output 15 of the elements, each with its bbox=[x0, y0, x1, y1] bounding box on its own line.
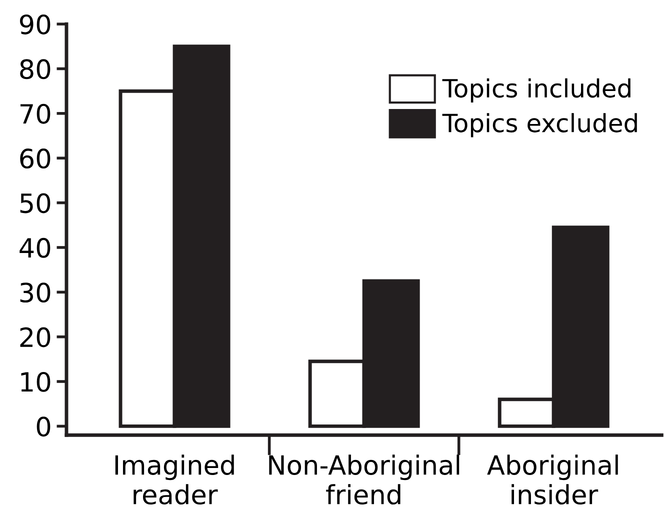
y-tick-label: 20 bbox=[20, 327, 50, 348]
x-tick-label: Aboriginal insider bbox=[487, 454, 618, 505]
y-tick-label: 90 bbox=[20, 14, 50, 34]
x-tick-label: Non-Aboriginal friend bbox=[269, 454, 460, 505]
y-tick-label: 60 bbox=[20, 148, 50, 169]
legend-label: Topics excluded bbox=[442, 113, 637, 138]
y-tick-label: 0 bbox=[36, 416, 50, 437]
x-tick-label: Imagined reader bbox=[115, 454, 234, 505]
y-tick-label: 50 bbox=[20, 193, 50, 214]
y-tick-label: 10 bbox=[21, 372, 50, 392]
legend-label: Topics included bbox=[442, 78, 630, 103]
y-tick-label: 30 bbox=[20, 282, 50, 303]
y-tick-label: 40 bbox=[20, 238, 50, 258]
y-tick-label: 80 bbox=[20, 59, 50, 80]
y-tick-label: 70 bbox=[20, 104, 50, 124]
